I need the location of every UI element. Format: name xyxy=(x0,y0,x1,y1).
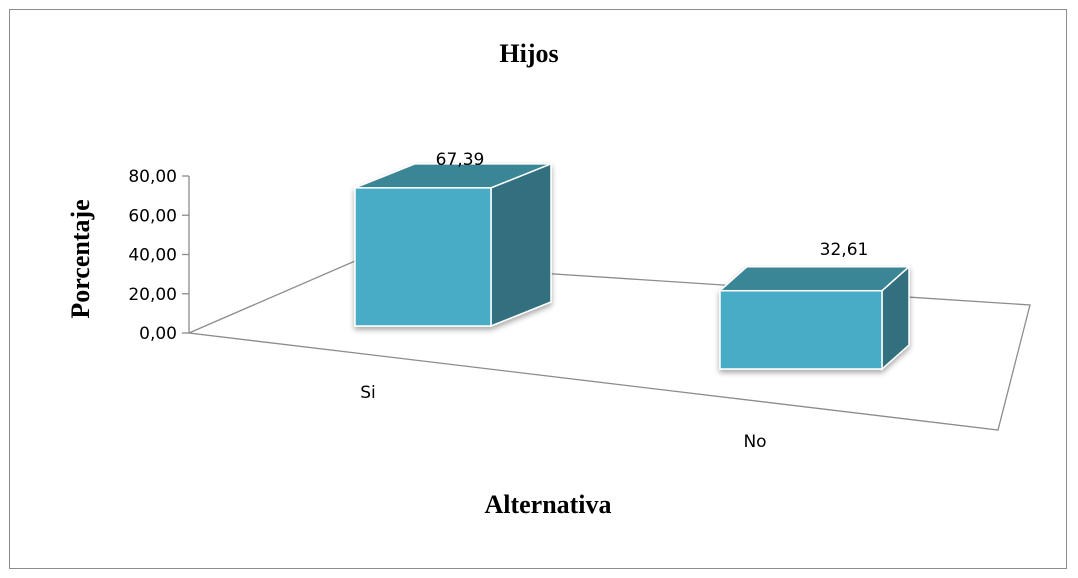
bar-front xyxy=(354,187,492,327)
chart-title: Hijos xyxy=(499,39,558,68)
x-category-label: No xyxy=(743,432,766,452)
y-tick-label: 0,00 xyxy=(139,324,177,344)
x-category-label: Si xyxy=(360,383,376,403)
data-label: 32,61 xyxy=(820,240,869,260)
y-axis-title: Porcentaje xyxy=(66,199,95,318)
bars: 67,39 32,61 xyxy=(354,150,911,371)
bar-no xyxy=(718,265,911,371)
x-categories: Si No xyxy=(360,383,766,452)
bar-front xyxy=(719,289,883,370)
chart-svg: Hijos 0,00 20,00 40,00 60,00 80,00 67,39 32,6… xyxy=(66,39,1031,519)
chart-frame: Hijos 0,00 20,00 40,00 60,00 80,00 67,39 32,6… xyxy=(9,9,1067,569)
x-axis-title: Alternativa xyxy=(484,490,611,519)
y-tick-label: 60,00 xyxy=(128,206,177,226)
y-ticks: 0,00 20,00 40,00 60,00 80,00 xyxy=(128,167,189,344)
y-tick-label: 80,00 xyxy=(128,167,177,187)
chart-floor xyxy=(186,260,1031,431)
bar-si xyxy=(354,162,552,328)
y-tick-label: 40,00 xyxy=(128,246,177,266)
data-label: 67,39 xyxy=(436,150,485,170)
bar-top xyxy=(718,265,911,292)
floor-plane xyxy=(186,260,1031,431)
y-tick-label: 20,00 xyxy=(128,285,177,305)
bar-side xyxy=(490,162,552,328)
